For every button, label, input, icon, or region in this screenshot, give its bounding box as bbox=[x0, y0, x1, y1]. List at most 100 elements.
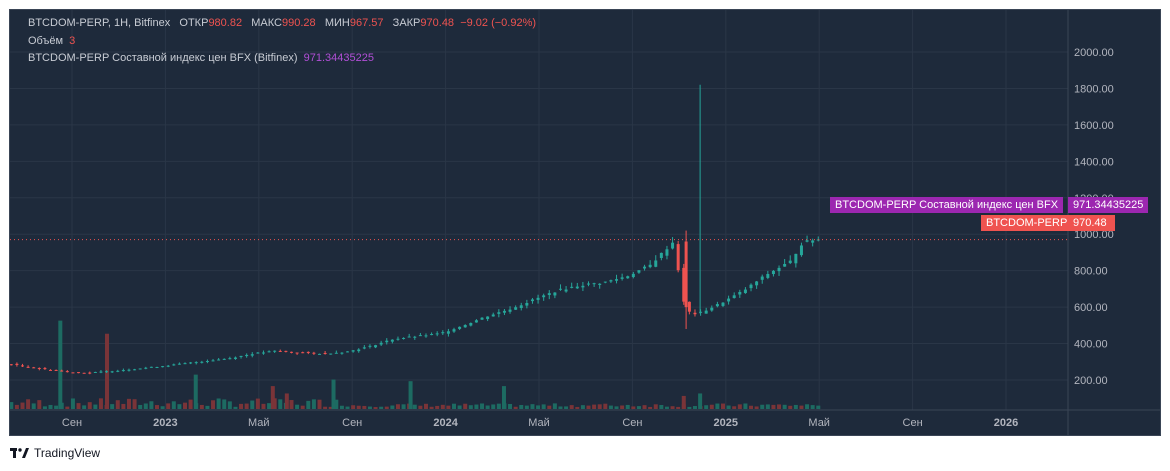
x-tick-label: Сен bbox=[903, 417, 923, 429]
candle-body bbox=[379, 342, 383, 345]
volume-bar bbox=[575, 406, 580, 409]
volume-bar bbox=[435, 405, 440, 409]
volume-bar bbox=[737, 404, 742, 409]
candle-body bbox=[211, 360, 215, 362]
volume-bar bbox=[132, 399, 137, 409]
candle-body bbox=[273, 350, 277, 352]
volume-bar bbox=[636, 406, 641, 409]
candle-body bbox=[430, 334, 434, 336]
candle-body bbox=[233, 357, 237, 359]
candle-body bbox=[301, 352, 305, 354]
candle-body bbox=[727, 298, 731, 302]
volume-bar bbox=[508, 403, 513, 409]
candle-body bbox=[570, 286, 574, 288]
candle-body bbox=[82, 372, 86, 374]
volume-bar bbox=[244, 403, 249, 409]
index-value: 971.34435225 bbox=[303, 52, 374, 64]
candle-body bbox=[368, 345, 372, 347]
candle-body bbox=[564, 289, 568, 292]
candle-body bbox=[620, 277, 624, 279]
volume-bar bbox=[154, 405, 159, 409]
volume-bar bbox=[491, 404, 496, 409]
candle-body bbox=[10, 364, 13, 366]
candle-body bbox=[43, 368, 47, 370]
open-label: ОТКР bbox=[179, 17, 209, 29]
volume-bar bbox=[160, 406, 165, 409]
volume-bar bbox=[328, 406, 333, 409]
volume-bar bbox=[356, 405, 361, 409]
candle-body bbox=[312, 352, 316, 354]
volume-bar bbox=[193, 374, 198, 409]
candle-body bbox=[452, 329, 456, 332]
candle-body bbox=[110, 371, 114, 373]
volume-bar bbox=[519, 404, 524, 409]
volume-bar bbox=[558, 406, 563, 409]
volume-bar bbox=[121, 403, 126, 409]
brand-name[interactable]: TradingView bbox=[34, 446, 101, 460]
volume-bar bbox=[541, 404, 546, 409]
candle-body bbox=[65, 371, 69, 373]
candle-body bbox=[682, 267, 686, 302]
x-tick-label: 2026 bbox=[994, 417, 1018, 429]
candle-body bbox=[200, 361, 204, 363]
volume-bar bbox=[771, 404, 776, 409]
volume-bar bbox=[211, 400, 216, 409]
candle-body bbox=[553, 292, 557, 296]
volume-bar bbox=[390, 405, 395, 409]
candle-body bbox=[536, 297, 540, 300]
volume-bar bbox=[384, 406, 389, 409]
volume-bar bbox=[805, 404, 810, 409]
volume-bar bbox=[138, 404, 143, 409]
volume-bar bbox=[440, 404, 445, 409]
candle-body bbox=[222, 358, 226, 360]
candle-body bbox=[643, 266, 647, 269]
volume-bar bbox=[110, 404, 115, 409]
volume-bar bbox=[625, 404, 630, 409]
volume-bar bbox=[20, 402, 25, 409]
candle-body bbox=[77, 372, 81, 374]
candle-body bbox=[127, 369, 131, 371]
volume-bar bbox=[239, 403, 244, 409]
volume-bar bbox=[457, 405, 462, 409]
y-tick-label: 1000.00 bbox=[1074, 229, 1114, 241]
volume-bar bbox=[31, 403, 36, 409]
candle-body bbox=[654, 260, 658, 267]
candle-body bbox=[189, 362, 193, 364]
volume-bar bbox=[216, 398, 221, 409]
volume-bar bbox=[676, 406, 681, 409]
price-chart[interactable]: 200.00400.00600.00800.001000.001200.0014… bbox=[10, 10, 1160, 435]
volume-bar bbox=[177, 404, 182, 409]
volume-bar bbox=[267, 403, 272, 409]
volume-bar bbox=[681, 395, 686, 409]
candle-body bbox=[486, 316, 490, 320]
candle-body bbox=[665, 249, 669, 256]
candle-body bbox=[463, 325, 467, 328]
volume-bar bbox=[536, 405, 541, 409]
candle-body bbox=[32, 367, 36, 369]
volume-bar bbox=[586, 405, 591, 409]
volume-bar bbox=[709, 404, 714, 409]
candle-body bbox=[138, 368, 142, 370]
volume-bar bbox=[659, 404, 664, 409]
volume-bar bbox=[501, 386, 506, 409]
volume-bar bbox=[530, 404, 535, 409]
candle-body bbox=[99, 371, 103, 373]
volume-bar bbox=[58, 320, 63, 409]
volume-bar bbox=[222, 399, 227, 409]
candle-body bbox=[228, 358, 232, 360]
candle-body bbox=[267, 351, 271, 353]
candle-body bbox=[805, 240, 809, 242]
volume-bar bbox=[620, 405, 625, 409]
volume-bar bbox=[614, 406, 619, 409]
candle-body bbox=[508, 309, 512, 312]
candle-body bbox=[704, 310, 708, 314]
candle-body bbox=[648, 264, 652, 268]
footer[interactable]: TradingView bbox=[10, 446, 100, 460]
chart-frame[interactable]: 200.00400.00600.00800.001000.001200.0014… bbox=[9, 9, 1161, 436]
candle-body bbox=[346, 351, 350, 353]
volume-bar bbox=[26, 399, 31, 409]
candle-body bbox=[693, 312, 697, 315]
candle-body bbox=[631, 273, 635, 278]
volume-bar bbox=[642, 405, 647, 409]
volume-bar bbox=[726, 405, 731, 409]
